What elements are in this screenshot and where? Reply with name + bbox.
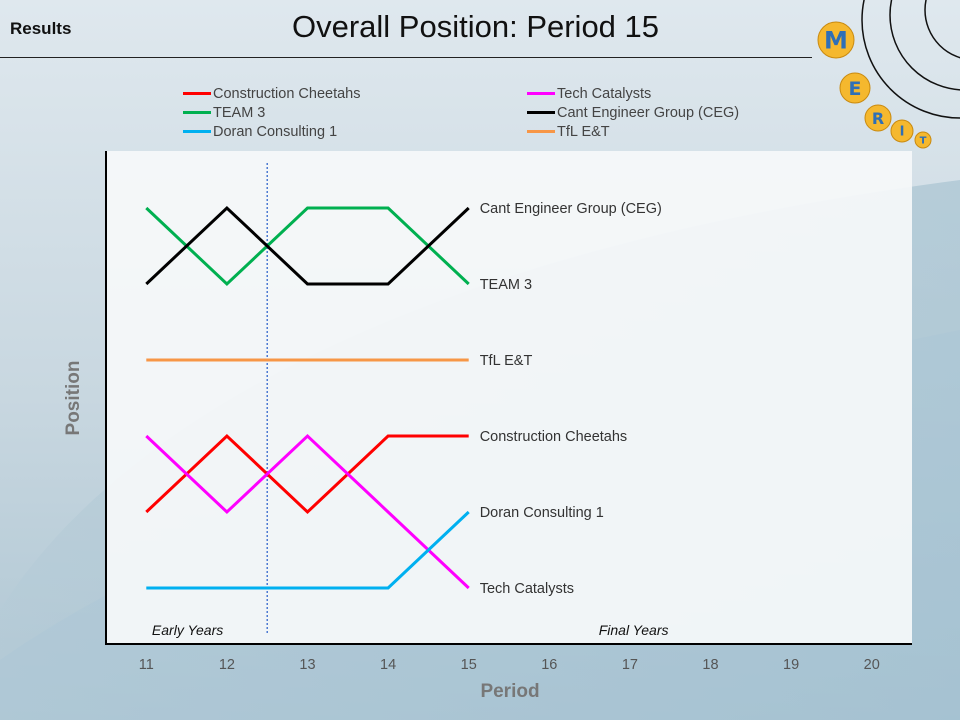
annotation-early-years: Early Years xyxy=(152,622,223,638)
x-tick-label: 15 xyxy=(461,657,477,673)
logo-ball xyxy=(817,21,855,59)
x-tick-label: 19 xyxy=(783,657,799,673)
legend-label: Doran Consulting 1 xyxy=(213,123,338,140)
x-tick-label: 11 xyxy=(139,657,154,673)
legend-swatch xyxy=(183,111,211,114)
series-line-team-3 xyxy=(145,206,470,287)
legend-swatch xyxy=(183,92,211,95)
end-label-construction-cheetahs: Construction Cheetahs xyxy=(480,429,628,445)
logo-ball xyxy=(914,131,932,149)
legend-item-construction-cheetahs: Construction Cheetahs xyxy=(183,84,361,103)
y-axis-label: Position xyxy=(63,361,84,436)
merit-logo: M ER I T xyxy=(817,0,960,149)
legend-swatch xyxy=(527,130,555,133)
logo-letter: R xyxy=(872,109,884,128)
series-line-doran-consulting-1 xyxy=(146,510,470,590)
x-tick-label: 16 xyxy=(541,657,557,673)
legend-label: TEAM 3 xyxy=(213,104,266,121)
legend-label: Cant Engineer Group (CEG) xyxy=(557,104,740,121)
legend-item-team-3: TEAM 3 xyxy=(183,103,265,122)
x-tick-label: 14 xyxy=(380,657,396,673)
end-label-doran-consulting-1: Doran Consulting 1 xyxy=(480,505,604,521)
series-line-tech-catalysts xyxy=(145,433,470,590)
series-line-construction-cheetahs xyxy=(145,433,469,515)
annotation-final-years: Final Years xyxy=(599,622,669,638)
title-divider xyxy=(0,57,812,58)
end-label-tfl-eandt: TfL E&T xyxy=(480,353,533,369)
x-tick-label: 20 xyxy=(864,657,880,673)
end-label-tech-catalysts: Tech Catalysts xyxy=(480,581,574,597)
chart-legend: Construction Cheetahs TEAM 3 Doran Consult… xyxy=(183,84,783,142)
legend-swatch xyxy=(183,130,211,133)
x-tick-label: 12 xyxy=(219,657,235,673)
logo-ball xyxy=(839,72,871,104)
logo-letter: E xyxy=(849,78,862,100)
legend-item-tech-catalysts: Tech Catalysts xyxy=(527,84,651,103)
legend-label: Construction Cheetahs xyxy=(213,85,361,102)
x-axis-label: Period xyxy=(480,681,539,702)
end-label-cant-engineer-group-ceg: Cant Engineer Group (CEG) xyxy=(480,201,662,217)
x-tick-label: 17 xyxy=(622,657,638,673)
legend-swatch xyxy=(527,92,555,95)
legend-label: TfL E&T xyxy=(557,123,610,140)
logo-letter: T xyxy=(920,136,927,147)
logo-ball xyxy=(890,119,914,143)
legend-item-tfl-eandt: TfL E&T xyxy=(527,122,610,141)
logo-letter: I xyxy=(900,125,905,140)
plot-area xyxy=(106,151,912,643)
section-label: Results xyxy=(10,19,72,38)
end-label-team-3: TEAM 3 xyxy=(480,277,532,293)
logo-ball xyxy=(864,104,892,132)
legend-label: Tech Catalysts xyxy=(557,85,652,102)
series-line-cant-engineer-group-ceg xyxy=(145,205,470,286)
logo-letter: M xyxy=(824,27,848,55)
page-title: Overall Position: Period 15 xyxy=(292,9,660,44)
legend-item-cant-engineer-group-ceg: Cant Engineer Group (CEG) xyxy=(527,103,739,122)
x-tick-label: 18 xyxy=(702,657,718,673)
x-tick-label: 13 xyxy=(299,657,315,673)
legend-swatch xyxy=(527,111,555,114)
legend-item-doran-consulting-1: Doran Consulting 1 xyxy=(183,122,337,141)
